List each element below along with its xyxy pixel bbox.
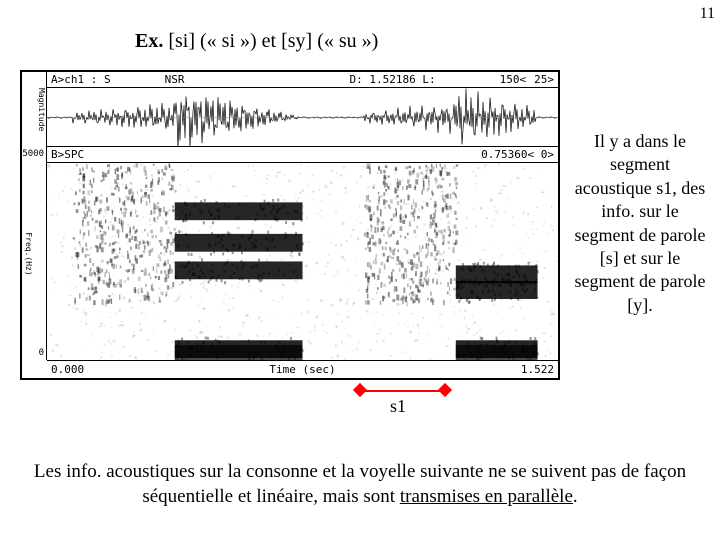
bottom-part2: .: [573, 486, 578, 507]
s1-line: [360, 390, 445, 392]
yaxis-waveform: Magnitude: [22, 72, 47, 147]
waveform-svg: [47, 88, 558, 147]
yaxis-spectrogram: Freq.(Hz) 5000 0: [22, 147, 47, 360]
bottom-text: Les info. acoustiques sur la consonne et…: [30, 460, 690, 509]
s1-label: s1: [390, 396, 406, 417]
bottom-part1: Les info. acoustiques sur la consonne et…: [34, 461, 686, 507]
s1-diamond-right: [438, 383, 452, 397]
time-axis: 0.000 Time (sec) 1.522: [47, 360, 558, 378]
title-prefix: Ex.: [135, 30, 163, 52]
side-explanation: Il y a dans le segment acoustique s1, de…: [570, 130, 710, 317]
page-number: 11: [700, 5, 715, 23]
bottom-underlined: transmises en parallèle: [400, 486, 573, 507]
s1-diamond-left: [353, 383, 367, 397]
waveform-panel: A>ch1 : S NSR D: 1.52186 L: 150< 25>: [47, 72, 558, 147]
spectrogram-panel: B>SPC 0.75360< 0>: [47, 147, 558, 360]
spectrogram-header: B>SPC 0.75360< 0>: [47, 147, 558, 163]
spectrogram-svg: [47, 163, 558, 360]
waveform-header: A>ch1 : S NSR D: 1.52186 L: 150< 25>: [47, 72, 558, 88]
title-content: [si] (« si ») et [sy] (« su »): [163, 30, 378, 52]
spectrogram-container: Magnitude Freq.(Hz) 5000 0 A>ch1 : S NSR…: [20, 70, 560, 380]
title: Ex. [si] (« si ») et [sy] (« su »): [135, 30, 378, 53]
